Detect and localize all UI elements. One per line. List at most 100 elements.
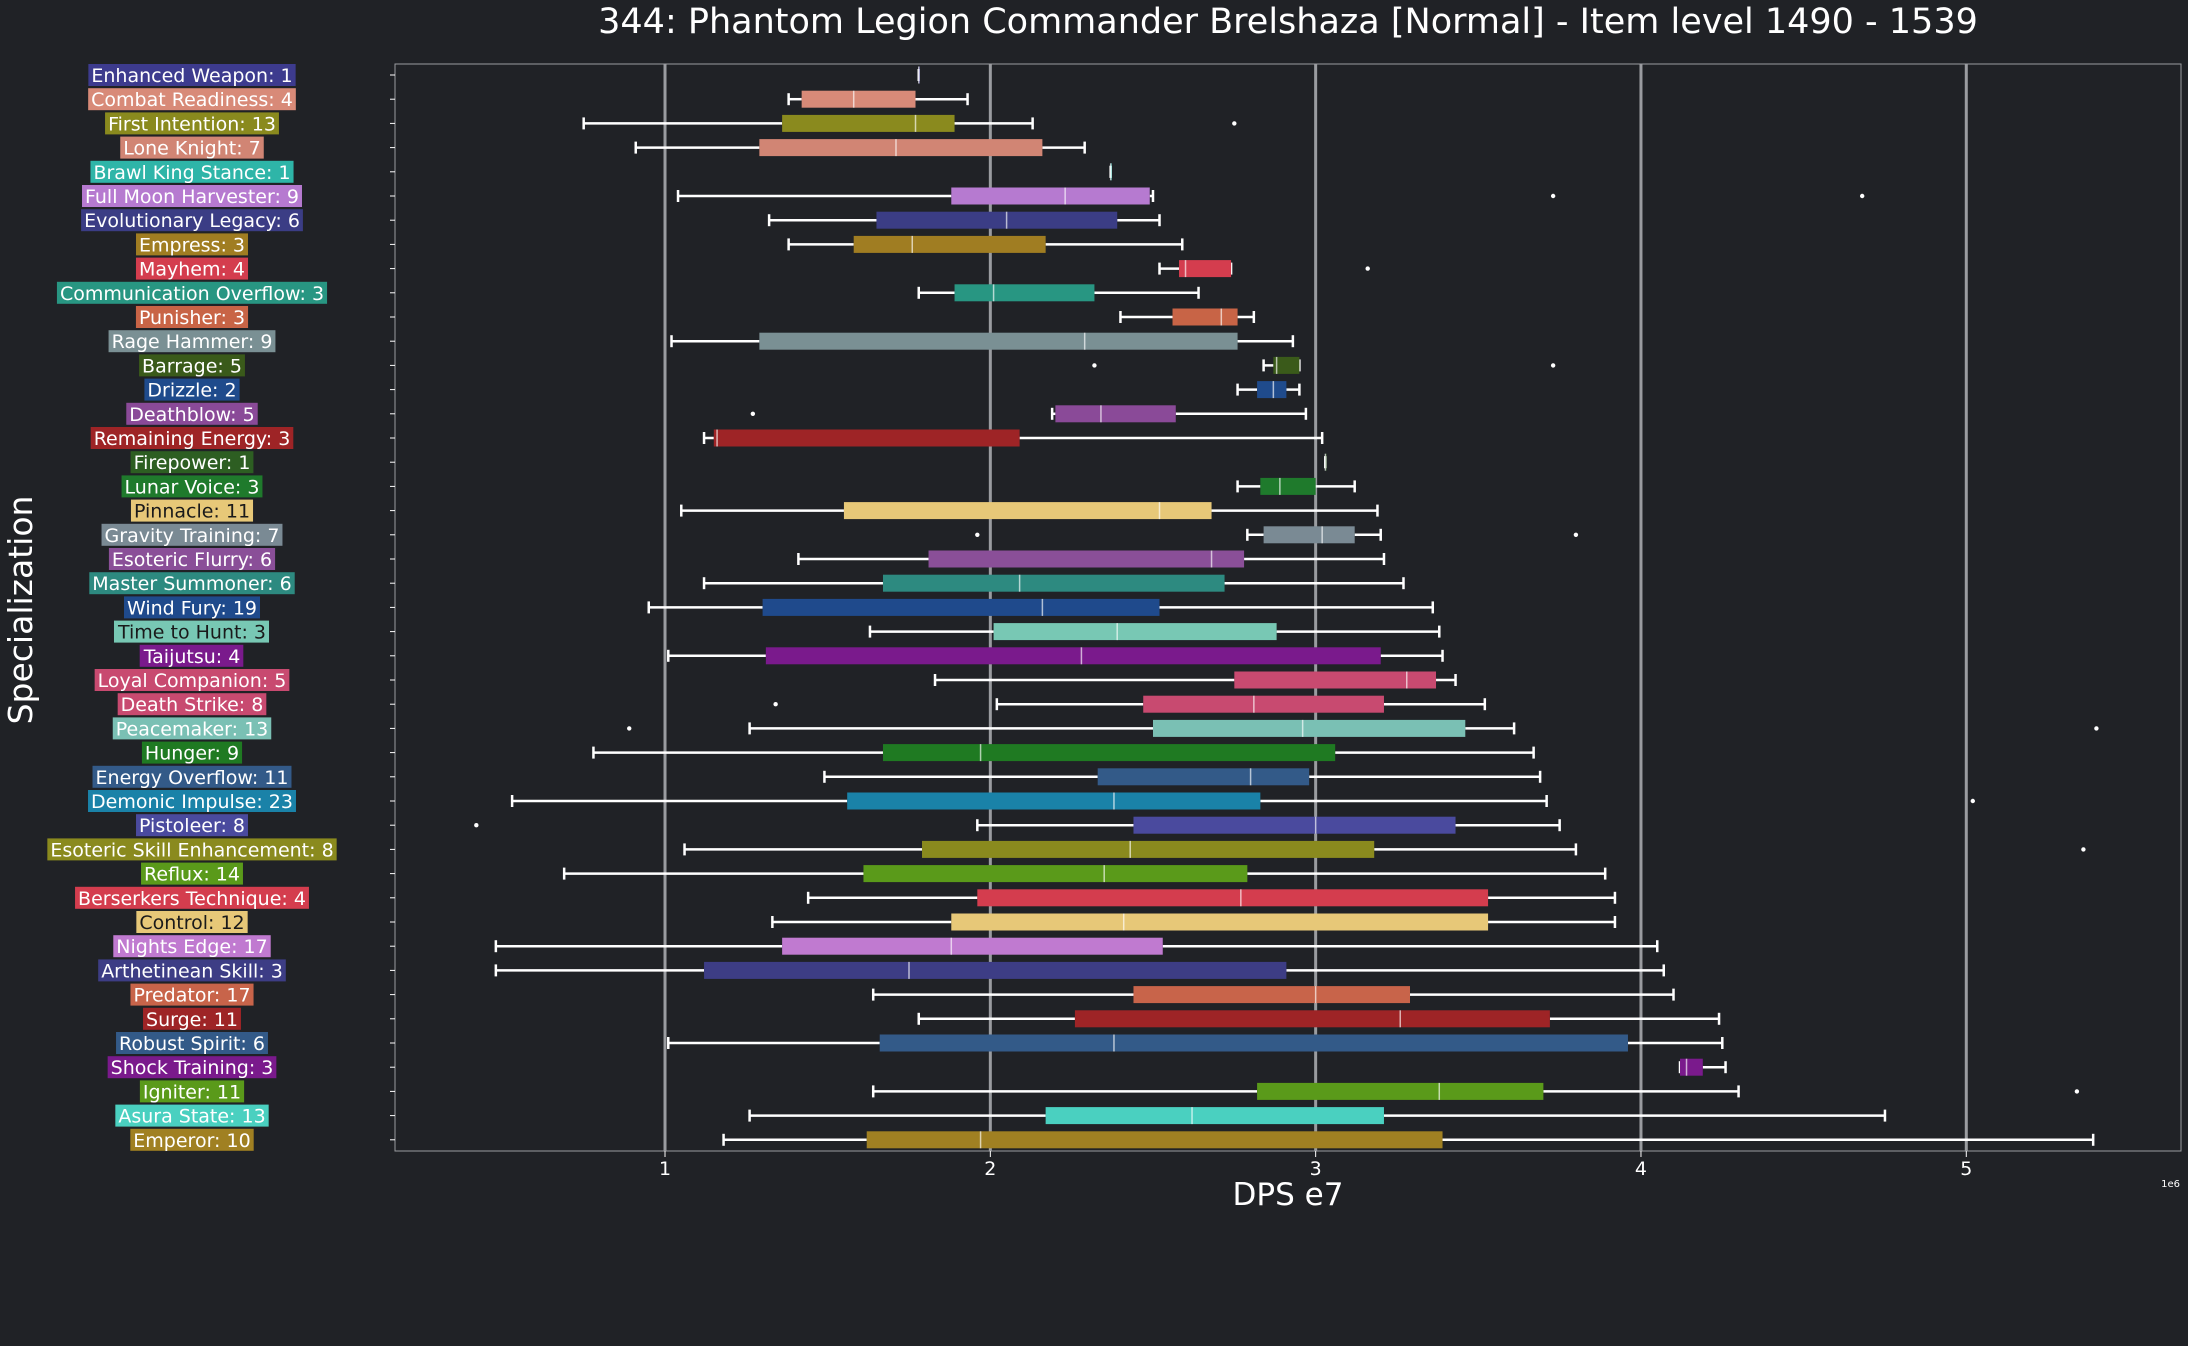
box-iqr bbox=[1143, 695, 1384, 713]
box-iqr bbox=[713, 429, 1020, 447]
y-tick-label: Pistoleer: 8 bbox=[139, 815, 245, 837]
y-tick-label-background bbox=[126, 402, 258, 425]
box-group bbox=[390, 816, 1561, 834]
y-tick-label-background bbox=[75, 886, 309, 909]
y-tick-label: Nights Edge: 17 bbox=[116, 936, 267, 958]
box-iqr bbox=[1097, 768, 1310, 786]
y-tick-label: Control: 12 bbox=[139, 912, 244, 934]
box-group bbox=[390, 550, 1386, 568]
y-tick-label-background bbox=[89, 572, 295, 595]
outlier-point bbox=[1550, 363, 1556, 368]
box-iqr bbox=[928, 550, 1245, 568]
y-tick-label: Remaining Energy: 3 bbox=[94, 428, 291, 450]
x-tick-label: 3 bbox=[1310, 1158, 1322, 1180]
outlier-point bbox=[1970, 798, 1975, 804]
y-tick-label-background bbox=[47, 838, 337, 861]
box-group bbox=[390, 90, 969, 108]
y-tick-label-background bbox=[108, 330, 276, 353]
y-tick-label: Master Summoner: 6 bbox=[92, 573, 291, 595]
box-iqr bbox=[1179, 260, 1232, 278]
y-tick-label: Combat Readiness: 4 bbox=[91, 89, 293, 111]
outlier-point bbox=[1573, 532, 1579, 537]
outlier-point bbox=[750, 411, 756, 416]
y-tick-label: Asura State: 13 bbox=[118, 1106, 265, 1128]
y-tick-label-background bbox=[139, 1080, 245, 1103]
y-tick-label-background bbox=[88, 790, 296, 812]
y-tick-label-background bbox=[113, 935, 271, 958]
box-iqr bbox=[801, 90, 916, 108]
box-group bbox=[390, 623, 1441, 641]
outlier-point bbox=[773, 702, 778, 707]
y-tick-label-background bbox=[90, 427, 294, 449]
y-tick-label: Rage Hammer: 9 bbox=[112, 331, 273, 353]
y-tick-label: First Intention: 13 bbox=[108, 113, 276, 135]
y-tick-label: Communication Overflow: 3 bbox=[60, 283, 324, 305]
y-tick-label: Reflux: 14 bbox=[144, 864, 240, 886]
box-iqr bbox=[704, 961, 1287, 979]
y-tick-label: Arthetinean Skill: 3 bbox=[101, 960, 283, 982]
outlier-point bbox=[1092, 363, 1097, 368]
y-tick-label: Time to Hunt: 3 bbox=[117, 622, 266, 644]
box-group bbox=[390, 211, 1161, 229]
y-tick-label-background bbox=[136, 911, 248, 933]
y-tick-label: Esoteric Flurry: 6 bbox=[112, 549, 272, 571]
box-group bbox=[390, 1034, 1724, 1052]
box-group bbox=[390, 526, 1579, 544]
y-tick-label: Gravity Training: 7 bbox=[105, 525, 280, 547]
box-iqr bbox=[863, 865, 1248, 883]
y-tick-label-background bbox=[130, 451, 254, 474]
y-tick-label-background bbox=[98, 959, 286, 982]
box-iqr bbox=[951, 187, 1150, 205]
box-iqr bbox=[762, 598, 1160, 616]
box-iqr bbox=[876, 211, 1118, 229]
y-tick-label: Evolutionary Legacy: 6 bbox=[84, 210, 300, 232]
box-iqr bbox=[782, 114, 955, 132]
y-tick-label: Mayhem: 4 bbox=[139, 259, 245, 281]
y-tick-label-background bbox=[120, 136, 264, 159]
x-tick-label: 5 bbox=[1960, 1158, 1972, 1180]
y-tick-label: Energy Overflow: 11 bbox=[96, 767, 289, 789]
box-group bbox=[390, 502, 1379, 520]
box-iqr bbox=[1152, 719, 1466, 737]
y-tick-label: Robust Spirit: 6 bbox=[119, 1033, 265, 1055]
box-group bbox=[390, 889, 1617, 907]
box-group bbox=[390, 405, 1308, 423]
box-iqr bbox=[882, 744, 1336, 762]
box-group bbox=[390, 356, 1556, 374]
box-iqr bbox=[993, 623, 1277, 641]
box-iqr bbox=[1133, 986, 1410, 1004]
y-tick-label: Peacemaker: 13 bbox=[116, 718, 269, 740]
box-group bbox=[390, 1058, 1727, 1076]
x-axis-offset-label: 1e6 bbox=[2161, 1179, 2180, 1190]
outlier-point bbox=[2081, 847, 2086, 852]
y-tick-label: Brawl King Stance: 1 bbox=[93, 162, 290, 184]
x-axis-label: DPS e7 bbox=[1233, 1177, 1344, 1213]
y-axis-label: Specialization bbox=[1, 496, 40, 725]
box-group bbox=[390, 647, 1444, 665]
y-tick-label-background bbox=[101, 523, 283, 546]
box-group bbox=[390, 453, 1327, 471]
box-iqr bbox=[977, 889, 1489, 907]
y-tick-label-background bbox=[94, 669, 290, 691]
box-group bbox=[390, 477, 1356, 495]
box-group bbox=[390, 598, 1435, 616]
box-iqr bbox=[765, 647, 1381, 665]
y-tick-label-background bbox=[121, 475, 263, 498]
y-tick-label-background bbox=[115, 1104, 269, 1127]
box-group bbox=[390, 574, 1405, 592]
y-tick-label: Lone Knight: 7 bbox=[123, 138, 261, 160]
chart-title: 344: Phantom Legion Commander Brelshaza … bbox=[598, 2, 1978, 42]
y-tick-label-background bbox=[117, 693, 267, 716]
box-iqr bbox=[1257, 1082, 1544, 1100]
box-group bbox=[390, 719, 2099, 737]
y-tick-label-background bbox=[123, 596, 261, 619]
box-group bbox=[390, 792, 1975, 810]
box-iqr bbox=[1045, 1107, 1384, 1125]
y-tick-label: Surge: 11 bbox=[146, 1009, 238, 1031]
box-group bbox=[390, 695, 1487, 713]
y-tick-label: Shock Training: 3 bbox=[111, 1057, 274, 1079]
y-tick-label: Barrage: 5 bbox=[142, 355, 242, 377]
y-tick-label: Lunar Voice: 3 bbox=[125, 476, 260, 498]
box-iqr bbox=[853, 235, 1046, 253]
